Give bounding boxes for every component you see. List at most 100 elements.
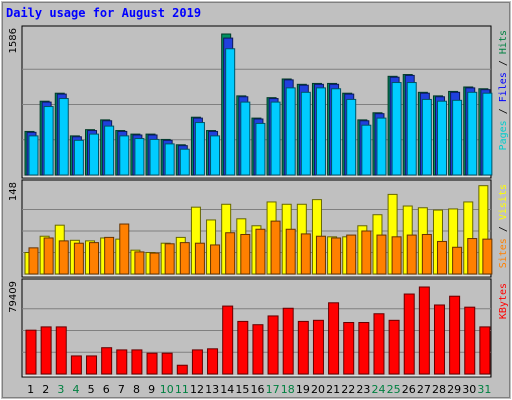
bar-kbytes-day-29 (449, 295, 461, 375)
x-tick-day-20: 20 (311, 383, 325, 396)
bar-sites-day-18 (285, 228, 296, 275)
x-tick-day-29: 29 (447, 383, 461, 396)
bar-sites-day-25 (391, 236, 402, 275)
bar-pages-day-17 (270, 101, 281, 176)
legend-entry-hits: Hits (498, 30, 509, 54)
legend-entry-pages: Pages (498, 120, 509, 150)
legend-kbytes: KBytes (498, 283, 509, 319)
bar-kbytes-day-28 (433, 304, 445, 375)
bar-kbytes-day-27 (418, 286, 430, 375)
bar-pages-day-11 (179, 148, 190, 176)
x-tick-day-14: 14 (220, 383, 234, 396)
bar-sites-day-16 (255, 228, 266, 275)
x-tick-day-17: 17 (266, 383, 280, 396)
bar-pages-day-1 (28, 135, 39, 176)
x-tick-day-26: 26 (402, 383, 416, 396)
bar-sites-day-15 (240, 233, 251, 275)
bar-sites-day-30 (467, 238, 478, 275)
bar-kbytes-day-24 (373, 313, 385, 375)
x-tick-day-3: 3 (57, 383, 64, 396)
bar-pages-day-31 (482, 92, 493, 176)
bar-sites-day-13 (210, 244, 221, 275)
bar-pages-day-21 (331, 88, 342, 176)
legend-entry-files: Files (498, 72, 509, 102)
bar-pages-day-6 (104, 125, 115, 176)
bar-pages-day-7 (119, 135, 130, 176)
legend-entry-visits: Visits (498, 184, 509, 220)
bar-kbytes-day-5 (86, 355, 98, 375)
bar-pages-day-4 (73, 139, 84, 176)
bar-pages-day-5 (89, 133, 100, 176)
bar-sites-day-28 (436, 240, 447, 275)
bar-kbytes-day-17 (267, 315, 279, 375)
bar-pages-day-2 (43, 106, 54, 176)
bar-pages-day-25 (391, 82, 402, 176)
bar-pages-day-26 (406, 82, 417, 176)
bar-pages-day-20 (315, 87, 326, 176)
bar-kbytes-day-19 (297, 320, 309, 375)
legend-visits: Sites / Visits (498, 184, 509, 268)
bar-sites-day-11 (179, 242, 190, 275)
x-tick-day-13: 13 (205, 383, 219, 396)
bar-pages-day-16 (255, 122, 266, 176)
bar-sites-day-12 (194, 242, 205, 275)
x-tick-day-24: 24 (372, 383, 386, 396)
bar-kbytes-day-30 (464, 306, 476, 375)
y-max-label-hits: 1586 (8, 28, 19, 53)
bar-pages-day-3 (58, 98, 69, 176)
x-tick-day-5: 5 (88, 383, 95, 396)
panel-hits: 1586 Pages / Files / Hits (8, 25, 509, 179)
bar-pages-day-15 (240, 101, 251, 176)
legend-entry-sites: Sites (498, 238, 509, 268)
bar-sites-day-26 (406, 234, 417, 275)
bar-kbytes-day-20 (312, 319, 324, 375)
x-tick-day-10: 10 (160, 383, 174, 396)
bar-sites-day-10 (164, 243, 175, 275)
x-tick-day-31: 31 (477, 383, 491, 396)
bar-kbytes-day-13 (207, 348, 219, 375)
bar-pages-day-24 (376, 117, 387, 176)
bar-sites-day-27 (421, 233, 432, 275)
x-tick-day-23: 23 (356, 383, 370, 396)
bar-kbytes-day-16 (252, 324, 264, 375)
x-tick-day-27: 27 (417, 383, 431, 396)
bar-sites-day-23 (361, 230, 372, 275)
bar-sites-day-4 (73, 242, 84, 275)
bar-kbytes-day-7 (116, 349, 128, 375)
bar-kbytes-day-25 (388, 319, 400, 375)
bar-sites-day-19 (300, 233, 311, 275)
x-tick-day-6: 6 (103, 383, 110, 396)
x-tick-day-16: 16 (251, 383, 265, 396)
bar-sites-day-2 (43, 237, 54, 275)
bar-sites-day-3 (58, 240, 69, 275)
x-tick-day-18: 18 (281, 383, 295, 396)
bar-kbytes-day-11 (176, 364, 188, 375)
bar-kbytes-day-21 (328, 302, 340, 375)
x-tick-day-4: 4 (72, 383, 79, 396)
x-tick-day-2: 2 (42, 383, 49, 396)
bar-sites-day-31 (482, 238, 493, 275)
bar-kbytes-day-8 (131, 349, 143, 375)
bar-kbytes-day-31 (479, 326, 491, 375)
bar-pages-day-23 (361, 124, 372, 176)
bar-sites-day-20 (315, 235, 326, 275)
bar-sites-day-8 (134, 251, 145, 275)
legend-separator: / (498, 220, 509, 238)
x-tick-day-25: 25 (387, 383, 401, 396)
legend-separator: / (498, 54, 509, 72)
legend-hits: Pages / Files / Hits (498, 30, 509, 150)
bar-sites-day-17 (270, 220, 281, 275)
bar-pages-day-9 (149, 138, 160, 176)
chart-title: Daily usage for August 2019 (6, 6, 201, 20)
bar-kbytes-day-14 (222, 305, 234, 375)
x-tick-day-15: 15 (235, 383, 249, 396)
bar-sites-day-24 (376, 234, 387, 275)
bar-pages-day-30 (467, 91, 478, 176)
bar-pages-day-29 (452, 99, 463, 176)
bar-sites-day-5 (89, 242, 100, 275)
panel-visits: 148 Sites / Visits (8, 179, 509, 278)
x-axis-labels: 1 2 3 4 5 6 7 8 9 10 11 12 13 14 15 16 17 18 19 20 21 22 23 24 2… (27, 383, 491, 396)
x-tick-day-30: 30 (462, 383, 476, 396)
